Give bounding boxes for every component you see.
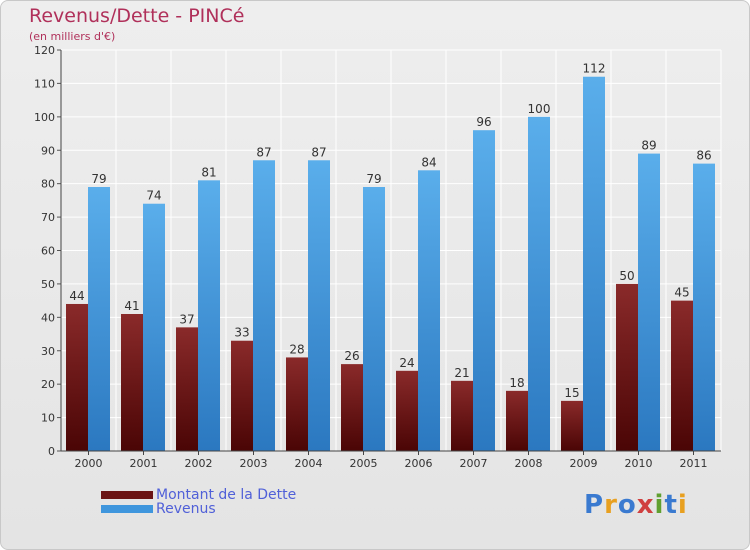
bar-debt-2009 xyxy=(561,400,583,451)
legend-item-debt: Montant de la Dette xyxy=(101,487,296,503)
bar-revenus-2001 xyxy=(143,203,165,451)
data-label-revenus-2004: 87 xyxy=(311,145,326,159)
data-label-debt-2007: 21 xyxy=(454,366,469,380)
x-tick-label-2001: 2001 xyxy=(130,457,158,470)
x-tick-label-2004: 2004 xyxy=(295,457,323,470)
bar-revenus-2003 xyxy=(253,160,275,451)
bar-revenus-2011 xyxy=(693,163,715,451)
data-label-debt-2005: 26 xyxy=(344,349,359,363)
y-tick-label: 110 xyxy=(34,77,55,90)
x-tick-label-2011: 2011 xyxy=(680,457,708,470)
bar-revenus-2004 xyxy=(308,160,330,451)
data-label-debt-2000: 44 xyxy=(69,289,84,303)
legend-label-debt: Montant de la Dette xyxy=(156,487,297,503)
x-tick-label-2006: 2006 xyxy=(405,457,433,470)
logo-letter: t xyxy=(664,490,678,520)
y-tick-label: 0 xyxy=(48,445,55,458)
bar-revenus-2002 xyxy=(198,180,220,451)
logo-letter: o xyxy=(617,490,637,520)
bar-revenus-2009 xyxy=(583,76,605,451)
y-tick-label: 80 xyxy=(41,178,55,191)
data-label-debt-2002: 37 xyxy=(179,312,194,326)
bar-debt-2010 xyxy=(616,283,638,451)
bar-debt-2007 xyxy=(451,380,473,451)
bar-revenus-2000 xyxy=(88,187,110,451)
data-label-revenus-2005: 79 xyxy=(366,172,381,186)
bar-debt-2006 xyxy=(396,370,418,451)
logo-letter: P xyxy=(584,490,605,520)
y-tick-label: 30 xyxy=(41,345,55,358)
data-label-debt-2008: 18 xyxy=(509,376,524,390)
y-tick-label: 50 xyxy=(41,278,55,291)
logo-letter: x xyxy=(636,490,655,520)
bar-debt-2002 xyxy=(176,327,198,451)
y-tick-label: 90 xyxy=(41,144,55,157)
logo-letter: i xyxy=(654,490,665,520)
bar-debt-2005 xyxy=(341,364,363,451)
bar-debt-2008 xyxy=(506,390,528,451)
data-label-revenus-2000: 79 xyxy=(91,172,106,186)
data-label-debt-2003: 33 xyxy=(234,326,249,340)
y-tick-label: 40 xyxy=(41,311,55,324)
x-tick-label-2007: 2007 xyxy=(460,457,488,470)
chart-title: Revenus/Dette - PINCé xyxy=(29,5,245,27)
data-label-debt-2009: 15 xyxy=(564,386,579,400)
data-label-debt-2004: 28 xyxy=(289,342,304,356)
legend-item-revenus: Revenus xyxy=(101,501,216,517)
data-label-debt-2010: 50 xyxy=(619,269,634,283)
data-label-debt-2011: 45 xyxy=(674,286,689,300)
y-tick-label: 20 xyxy=(41,378,55,391)
x-tick-label-2000: 2000 xyxy=(75,457,103,470)
data-label-revenus-2007: 96 xyxy=(476,115,491,129)
y-tick-label: 100 xyxy=(34,111,55,124)
data-label-revenus-2003: 87 xyxy=(256,145,271,159)
data-label-revenus-2010: 89 xyxy=(641,139,656,153)
y-tick-label: 10 xyxy=(41,412,55,425)
bar-debt-2001 xyxy=(121,313,143,451)
x-tick-label-2008: 2008 xyxy=(515,457,543,470)
legend-label-revenus: Revenus xyxy=(156,501,216,517)
bar-revenus-2007 xyxy=(473,130,495,451)
x-tick-label-2002: 2002 xyxy=(185,457,213,470)
legend-swatch-debt xyxy=(101,491,153,499)
logo-letter: r xyxy=(604,490,618,520)
data-label-revenus-2006: 84 xyxy=(421,155,436,169)
bar-debt-2004 xyxy=(286,357,308,451)
y-tick-label: 120 xyxy=(34,44,55,57)
bar-debt-2011 xyxy=(671,300,693,451)
bar-debt-2000 xyxy=(66,303,88,451)
bar-revenus-2008 xyxy=(528,116,550,451)
y-tick-label: 60 xyxy=(41,245,55,258)
data-label-debt-2001: 41 xyxy=(124,299,139,313)
x-tick-label-2003: 2003 xyxy=(240,457,268,470)
chart-subtitle: (en milliers d'€) xyxy=(29,30,116,43)
bar-revenus-2005 xyxy=(363,187,385,451)
data-label-revenus-2008: 100 xyxy=(528,102,551,116)
legend-swatch-revenus xyxy=(101,505,153,513)
data-label-revenus-2011: 86 xyxy=(696,149,711,163)
bar-revenus-2010 xyxy=(638,153,660,451)
bar-debt-2003 xyxy=(231,340,253,451)
x-tick-label-2005: 2005 xyxy=(350,457,378,470)
x-tick-label-2009: 2009 xyxy=(570,457,598,470)
proxiti-logo: Proxiti xyxy=(584,490,688,520)
data-label-revenus-2001: 74 xyxy=(146,189,161,203)
bar-revenus-2006 xyxy=(418,170,440,452)
data-label-revenus-2009: 112 xyxy=(583,62,606,76)
x-tick-label-2010: 2010 xyxy=(625,457,653,470)
data-label-revenus-2002: 81 xyxy=(201,165,216,179)
logo-letter: i xyxy=(677,490,688,520)
data-label-debt-2006: 24 xyxy=(399,356,414,370)
y-tick-label: 70 xyxy=(41,211,55,224)
